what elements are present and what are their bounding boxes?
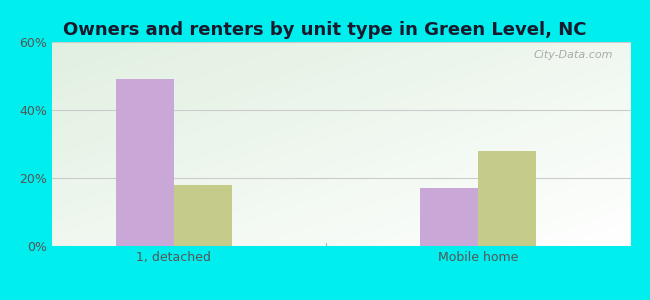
Bar xyxy=(174,185,231,246)
Bar xyxy=(116,80,174,246)
Text: Owners and renters by unit type in Green Level, NC: Owners and renters by unit type in Green… xyxy=(63,21,587,39)
Bar xyxy=(478,151,536,246)
Bar xyxy=(421,188,478,246)
Legend: Owner occupied units, Renter occupied units: Owner occupied units, Renter occupied un… xyxy=(162,297,520,300)
Text: City-Data.com: City-Data.com xyxy=(534,50,613,60)
